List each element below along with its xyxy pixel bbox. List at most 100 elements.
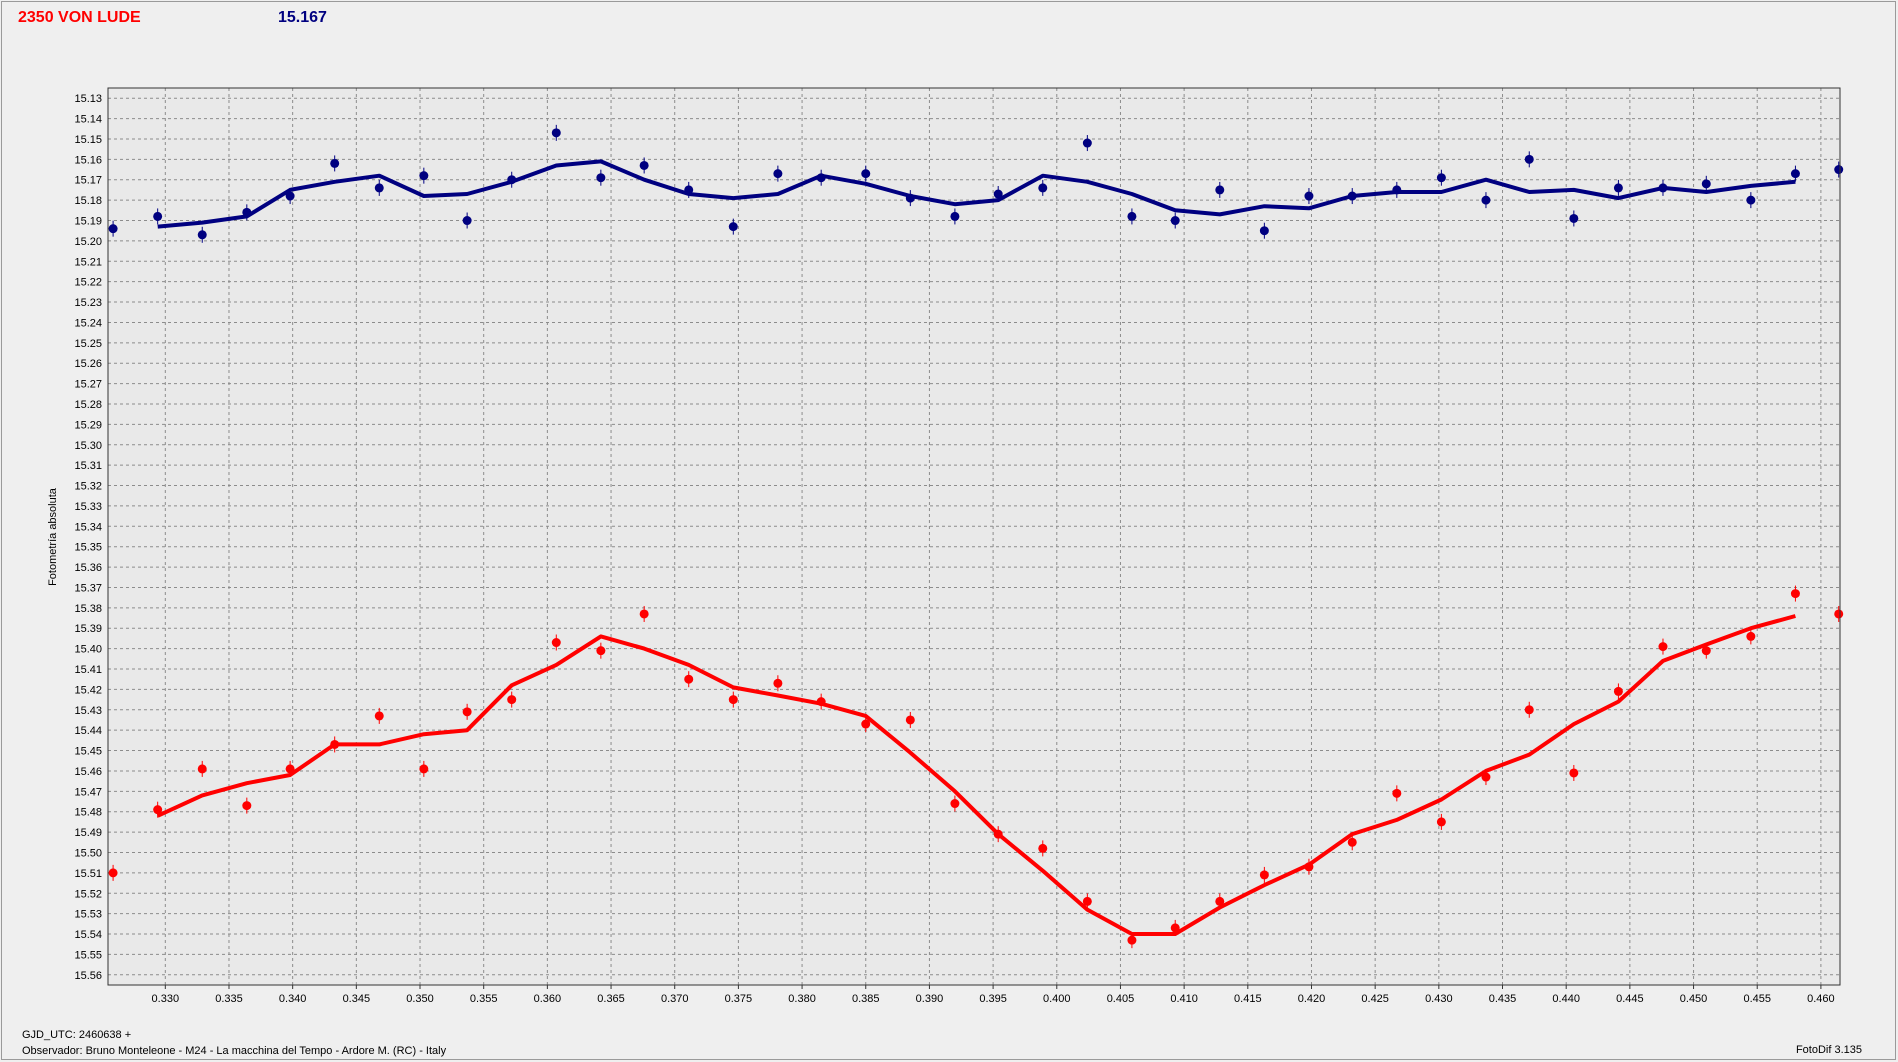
y-tick-label: 15.44 <box>74 725 102 737</box>
red-data-point <box>1569 768 1579 778</box>
y-tick-label: 15.25 <box>74 338 102 350</box>
red-data-point <box>773 678 783 688</box>
x-tick-label: 0.400 <box>1043 993 1071 1005</box>
x-tick-label: 0.350 <box>406 993 434 1005</box>
blue-data-point <box>551 128 561 138</box>
y-tick-label: 15.32 <box>74 481 102 493</box>
blue-data-point <box>684 185 694 195</box>
red-data-point <box>905 715 915 725</box>
y-tick-label: 15.33 <box>74 501 102 513</box>
y-tick-label: 15.26 <box>74 358 102 370</box>
red-data-point <box>1834 609 1844 619</box>
y-tick-label: 15.16 <box>74 154 102 166</box>
y-tick-label: 15.40 <box>74 644 102 656</box>
blue-data-point <box>1170 216 1180 226</box>
y-tick-label: 15.15 <box>74 134 102 146</box>
y-tick-label: 15.39 <box>74 623 102 635</box>
x-tick-label: 0.405 <box>1107 993 1135 1005</box>
red-data-point <box>197 764 207 774</box>
blue-data-point <box>108 224 118 234</box>
red-data-point <box>1658 642 1668 652</box>
y-tick-label: 15.36 <box>74 562 102 574</box>
red-data-point <box>596 646 606 656</box>
blue-data-point <box>153 211 163 221</box>
y-tick-label: 15.21 <box>74 256 102 268</box>
red-data-point <box>1038 843 1048 853</box>
y-tick-label: 15.37 <box>74 582 102 594</box>
y-tick-label: 15.28 <box>74 399 102 411</box>
x-tick-label: 0.365 <box>597 993 625 1005</box>
blue-data-point <box>1436 173 1446 183</box>
blue-data-point <box>773 169 783 179</box>
y-tick-label: 15.55 <box>74 949 102 961</box>
y-tick-label: 15.24 <box>74 317 102 329</box>
y-tick-label: 15.27 <box>74 379 102 391</box>
x-tick-label: 0.445 <box>1616 993 1644 1005</box>
y-tick-label: 15.56 <box>74 970 102 982</box>
x-tick-label: 0.380 <box>788 993 816 1005</box>
red-data-point <box>551 638 561 648</box>
red-data-point <box>374 711 384 721</box>
y-tick-label: 15.48 <box>74 807 102 819</box>
red-data-point <box>1215 896 1225 906</box>
blue-data-point <box>1790 169 1800 179</box>
y-tick-label: 15.46 <box>74 766 102 778</box>
blue-data-point <box>1569 213 1579 223</box>
red-data-point <box>1259 870 1269 880</box>
blue-data-point <box>1259 226 1269 236</box>
y-tick-label: 15.19 <box>74 216 102 228</box>
red-data-point <box>1613 686 1623 696</box>
y-tick-label: 15.50 <box>74 847 102 859</box>
x-tick-label: 0.430 <box>1425 993 1453 1005</box>
red-data-point <box>816 697 826 707</box>
y-tick-label: 15.18 <box>74 195 102 207</box>
red-data-point <box>950 799 960 809</box>
x-tick-label: 0.370 <box>661 993 689 1005</box>
red-data-point <box>1304 862 1314 872</box>
blue-data-point <box>1304 191 1314 201</box>
y-tick-label: 15.34 <box>74 521 102 533</box>
red-data-point <box>153 805 163 815</box>
red-data-point <box>242 801 252 811</box>
red-data-point <box>1790 589 1800 599</box>
x-tick-labels: 0.330 0.335 0.340 0.345 0.350 0.355 0.360 0.365… <box>152 993 1835 1005</box>
red-data-point <box>419 764 429 774</box>
red-data-point <box>1481 772 1491 782</box>
x-tick-label: 0.425 <box>1361 993 1389 1005</box>
red-data-point <box>507 695 517 705</box>
y-tick-label: 15.30 <box>74 440 102 452</box>
red-data-point <box>285 764 295 774</box>
y-tick-label: 15.17 <box>74 175 102 187</box>
blue-data-point <box>1701 179 1711 189</box>
y-tick-label: 15.42 <box>74 684 102 696</box>
blue-data-point <box>197 230 207 240</box>
blue-data-point <box>1347 191 1357 201</box>
data-series <box>108 124 1844 949</box>
y-tick-label: 15.47 <box>74 786 102 798</box>
x-tick-label: 0.395 <box>979 993 1007 1005</box>
y-tick-label: 15.49 <box>74 827 102 839</box>
red-data-point <box>1701 646 1711 656</box>
x-tick-label: 0.450 <box>1680 993 1708 1005</box>
blue-data-point <box>507 175 517 185</box>
blue-data-point <box>950 211 960 221</box>
y-tick-label: 15.23 <box>74 297 102 309</box>
blue-data-point <box>905 193 915 203</box>
y-tick-label: 15.51 <box>74 868 102 880</box>
y-tick-label: 15.54 <box>74 929 102 941</box>
blue-data-point <box>639 160 649 170</box>
blue-data-point <box>1481 195 1491 205</box>
x-tick-label: 0.385 <box>852 993 880 1005</box>
blue-data-point <box>419 171 429 181</box>
y-tick-label: 15.52 <box>74 888 102 900</box>
red-data-point <box>1082 896 1092 906</box>
blue-data-point <box>993 189 1003 199</box>
blue-data-point <box>330 158 340 168</box>
red-data-point <box>1127 935 1137 945</box>
y-tick-label: 15.14 <box>74 114 102 126</box>
red-data-point <box>861 719 871 729</box>
observer-label: Observador: Bruno Monteleone - M24 - La … <box>22 1045 447 1057</box>
blue-data-point <box>1746 195 1756 205</box>
x-tick-label: 0.330 <box>152 993 180 1005</box>
y-tick-label: 15.35 <box>74 542 102 554</box>
